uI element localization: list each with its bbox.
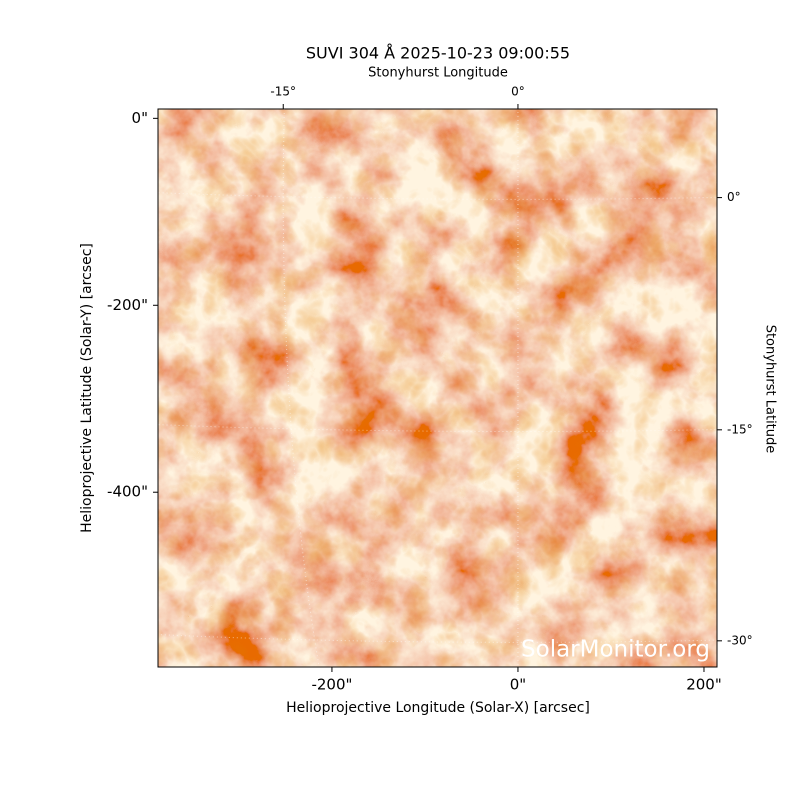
y-tick-label: -200" bbox=[107, 296, 148, 314]
watermark: SolarMonitor.org bbox=[521, 637, 710, 663]
x2-tick-label: 0° bbox=[511, 85, 525, 99]
x2-tick-label: -15° bbox=[270, 85, 296, 99]
grid-line bbox=[13, 625, 787, 643]
y2-tick-label: 0° bbox=[727, 190, 741, 204]
y-axis-label: Helioprojective Latitude (Solar-Y) [arcs… bbox=[79, 243, 95, 533]
x-axis-label: Helioprojective Longitude (Solar-X) [arc… bbox=[286, 700, 590, 716]
y2-tick-label: -15° bbox=[727, 422, 753, 436]
x2-axis-label: Stonyhurst Longitude bbox=[368, 66, 508, 81]
y-tick-label: 0" bbox=[132, 109, 148, 127]
grid-line bbox=[0, 184, 800, 200]
chart-title: SUVI 304 Å 2025-10-23 09:00:55 bbox=[306, 44, 570, 63]
axes-frame bbox=[157, 108, 718, 668]
y-tick-label: -400" bbox=[107, 483, 148, 501]
y2-tick-label: -30° bbox=[727, 633, 753, 647]
x-tick-label: -200" bbox=[311, 676, 352, 694]
solar-image-texture bbox=[158, 109, 717, 667]
x-tick-label: 200" bbox=[686, 676, 722, 694]
y2-axis-label: Stonyhurst Latitude bbox=[763, 325, 778, 454]
x-tick-label: 0" bbox=[510, 676, 526, 694]
